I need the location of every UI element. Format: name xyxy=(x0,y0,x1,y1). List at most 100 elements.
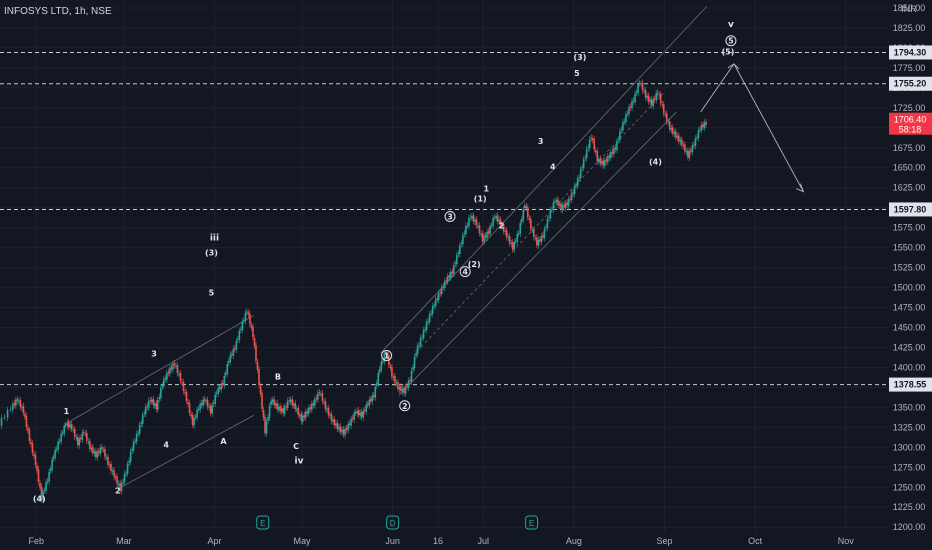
candle-body xyxy=(635,92,638,94)
candle-body xyxy=(546,219,549,229)
y-tick-label: 1550.00 xyxy=(893,243,926,253)
y-tick-label: 1300.00 xyxy=(893,442,926,452)
wave-label: 3 xyxy=(151,349,157,358)
candle-body xyxy=(611,151,614,154)
y-tick-label: 1525.00 xyxy=(893,263,926,273)
candle-body xyxy=(675,131,677,138)
candle-body xyxy=(360,411,363,417)
candle-body xyxy=(597,159,600,163)
projection-arrowhead-peak xyxy=(727,63,740,70)
time-axis[interactable]: Feb Mar Apr May Jun 16 Jul Aug Sep Oct Nov xyxy=(28,536,854,546)
candle-body xyxy=(353,412,355,420)
candle-body xyxy=(433,305,435,307)
candle-body xyxy=(499,219,502,226)
candle-body xyxy=(164,378,167,380)
candle-body xyxy=(545,227,547,229)
candle-body xyxy=(406,386,408,388)
candle-body xyxy=(631,101,633,109)
candle-body xyxy=(540,236,543,243)
candle-body xyxy=(19,399,22,407)
candle-body xyxy=(54,449,56,458)
candle-body xyxy=(601,161,603,165)
candle-body xyxy=(604,160,606,167)
candle-body xyxy=(508,236,511,244)
candle-body xyxy=(362,410,365,418)
wave-label: A xyxy=(220,437,227,446)
candle-body xyxy=(561,205,564,211)
candle-body xyxy=(173,363,176,366)
candle-body xyxy=(437,292,440,300)
candle-body xyxy=(533,229,535,238)
candle-body xyxy=(179,373,182,382)
candle-body xyxy=(265,421,268,434)
candle-body xyxy=(105,457,108,459)
candle-body xyxy=(309,406,312,409)
x-tick-label: Apr xyxy=(207,536,221,546)
candle-body xyxy=(647,95,650,102)
y-tick-label: 1425.00 xyxy=(893,342,926,352)
candle-body xyxy=(40,486,43,500)
candle-body xyxy=(0,417,3,426)
candle-body xyxy=(90,447,93,450)
candle-body xyxy=(256,361,259,370)
candle-body xyxy=(375,383,378,387)
candle-body xyxy=(18,400,20,402)
candle-body xyxy=(354,411,357,413)
candle-body xyxy=(699,129,701,131)
candle-body xyxy=(120,482,123,492)
candle-body xyxy=(616,141,618,151)
candle-body xyxy=(150,399,153,402)
x-tick-label: Feb xyxy=(28,536,44,546)
candle-body xyxy=(243,320,245,322)
candle-body xyxy=(217,387,220,394)
candle-body xyxy=(69,424,72,428)
candle-body xyxy=(700,125,703,131)
candle-body xyxy=(28,429,31,441)
candle-body xyxy=(3,416,6,418)
candle-body xyxy=(573,186,576,195)
candle-body xyxy=(486,232,488,239)
candle-body xyxy=(365,404,368,412)
candle-body xyxy=(465,226,467,235)
candle-body xyxy=(697,130,700,139)
candle-body xyxy=(558,204,561,207)
wave-label: 2 xyxy=(115,487,121,496)
candle-body xyxy=(401,388,404,392)
candle-body xyxy=(554,201,556,203)
candle-body xyxy=(439,292,442,294)
candle-body xyxy=(427,321,429,323)
candle-body xyxy=(135,433,138,442)
candle-body xyxy=(434,298,437,306)
price-axis[interactable]: 1200.00 1225.00 1250.00 1275.00 1300.00 1325.… xyxy=(889,3,932,532)
candle-body xyxy=(45,482,47,491)
candle-body xyxy=(146,405,149,407)
candle-body xyxy=(431,305,434,314)
candle-body xyxy=(513,242,516,251)
candle-body xyxy=(542,235,544,238)
channel-line xyxy=(66,315,254,424)
candle-body xyxy=(212,402,215,404)
candle-body xyxy=(628,107,630,115)
candle-body xyxy=(702,124,704,128)
candle-body xyxy=(329,414,331,416)
candle-body xyxy=(684,144,686,152)
candle-body xyxy=(448,275,451,278)
candle-body xyxy=(566,202,568,206)
candle-body xyxy=(520,219,523,223)
candle-body xyxy=(659,94,662,104)
candle-body xyxy=(344,428,346,436)
candle-body xyxy=(409,380,411,382)
candle-body xyxy=(430,313,432,315)
candle-body xyxy=(49,468,52,471)
candle-body xyxy=(117,483,120,485)
candle-body xyxy=(67,421,70,427)
candle-body xyxy=(570,193,573,201)
candle-body xyxy=(193,417,195,426)
candle-body xyxy=(436,298,439,300)
level-tag xyxy=(889,45,932,60)
candle-body xyxy=(125,472,127,474)
candle-body xyxy=(286,400,289,408)
wave-label: 4 xyxy=(163,440,169,449)
